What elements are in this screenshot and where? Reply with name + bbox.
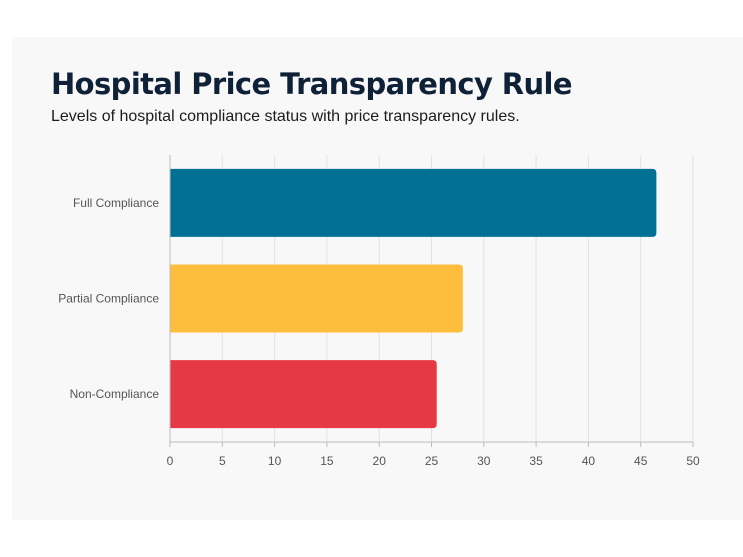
- x-tick-label: 40: [582, 454, 596, 468]
- chart-title: Hospital Price Transparency Rule: [51, 67, 573, 101]
- bar-non-compliance: [170, 360, 437, 429]
- x-tick-label: 25: [425, 454, 439, 468]
- x-tick-label: 5: [219, 454, 226, 468]
- x-tick-label: 30: [477, 454, 491, 468]
- chart-card: Hospital Price Transparency Rule Levels …: [12, 37, 743, 520]
- x-tick-label: 45: [634, 454, 648, 468]
- x-tick-label: 20: [373, 454, 387, 468]
- x-tick-label: 35: [529, 454, 543, 468]
- x-axis-ticks: 0 5 10 15 20 25 30 35 40 45 50: [167, 442, 700, 468]
- x-tick-label: 10: [268, 454, 282, 468]
- y-category-label: Full Compliance: [73, 196, 159, 210]
- chart-subtitle: Levels of hospital compliance status wit…: [51, 108, 520, 125]
- y-category-label: Non-Compliance: [70, 387, 160, 401]
- bars: [170, 168, 657, 429]
- y-axis-labels: Full Compliance Partial Compliance Non-Com…: [58, 196, 159, 401]
- y-category-label: Partial Compliance: [58, 292, 159, 306]
- bar-full-compliance: [170, 168, 657, 237]
- x-tick-label: 0: [167, 454, 174, 468]
- bar-partial-compliance: [170, 264, 463, 333]
- x-tick-label: 50: [686, 454, 700, 468]
- x-tick-label: 15: [320, 454, 334, 468]
